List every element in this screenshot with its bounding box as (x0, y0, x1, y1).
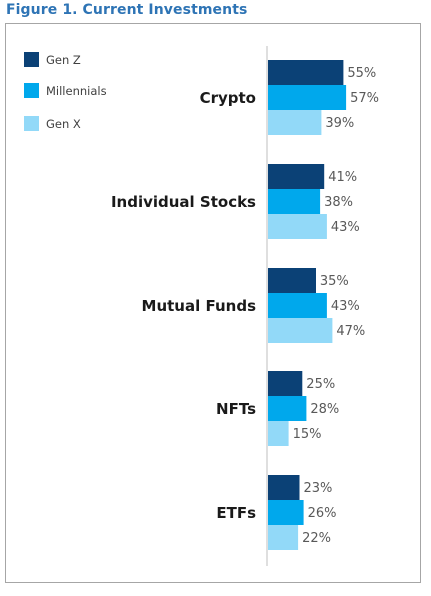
value-label-mutual-funds-gen-z: 35% (320, 274, 349, 289)
value-label-individual-stocks-gen-x: 43% (331, 220, 360, 235)
value-label-crypto-gen-z: 55% (347, 66, 376, 81)
bar-nfts-millennials (268, 396, 307, 421)
figure-title: Figure 1. Current Investments (6, 2, 248, 18)
value-label-etfs-gen-z: 23% (304, 481, 333, 496)
category-label-nfts: NFTs (216, 400, 256, 418)
category-label-etfs: ETFs (216, 504, 256, 522)
category-label-mutual-funds: Mutual Funds (142, 297, 257, 315)
legend: Gen Z Millennials Gen X (24, 52, 107, 131)
value-label-crypto-millennials: 57% (350, 91, 379, 106)
bar-etfs-millennials (268, 500, 304, 525)
value-label-nfts-gen-x: 15% (293, 427, 322, 442)
value-label-mutual-funds-millennials: 43% (331, 299, 360, 314)
bar-nfts-gen-x (268, 421, 289, 446)
bar-individual-stocks-gen-z (268, 164, 325, 189)
legend-swatch-millennials (24, 83, 39, 98)
bar-etfs-gen-x (268, 525, 299, 550)
legend-label-millennials: Millennials (46, 84, 107, 98)
chart-frame (5, 23, 421, 583)
bar-individual-stocks-gen-x (268, 214, 327, 239)
value-label-etfs-gen-x: 22% (302, 531, 331, 546)
value-label-individual-stocks-gen-z: 41% (328, 170, 357, 185)
value-labels: 55% 57% 39% 41% 38% 43% 35% 43% 47% 25% 28% 15% 23% 2… (293, 66, 379, 546)
bar-crypto-gen-x (268, 110, 322, 135)
bar-mutual-funds-millennials (268, 293, 327, 318)
bar-mutual-funds-gen-x (268, 318, 333, 343)
bars (268, 60, 347, 550)
value-label-nfts-gen-z: 25% (306, 377, 335, 392)
value-label-mutual-funds-gen-x: 47% (336, 324, 365, 339)
bar-nfts-gen-z (268, 371, 303, 396)
bar-mutual-funds-gen-z (268, 268, 316, 293)
category-label-individual-stocks: Individual Stocks (111, 193, 256, 211)
bar-crypto-gen-z (268, 60, 344, 85)
legend-label-gen-z: Gen Z (46, 53, 81, 67)
legend-swatch-gen-x (24, 116, 39, 131)
category-label-crypto: Crypto (200, 89, 256, 107)
bar-etfs-gen-z (268, 475, 300, 500)
legend-label-gen-x: Gen X (46, 117, 81, 131)
legend-swatch-gen-z (24, 52, 39, 67)
bar-individual-stocks-millennials (268, 189, 321, 214)
value-label-etfs-millennials: 26% (308, 506, 337, 521)
bar-crypto-millennials (268, 85, 347, 110)
value-label-individual-stocks-millennials: 38% (324, 195, 353, 210)
value-label-crypto-gen-x: 39% (325, 116, 354, 131)
value-label-nfts-millennials: 28% (310, 402, 339, 417)
category-labels: Crypto Individual Stocks Mutual Funds NFTs E… (111, 89, 256, 522)
